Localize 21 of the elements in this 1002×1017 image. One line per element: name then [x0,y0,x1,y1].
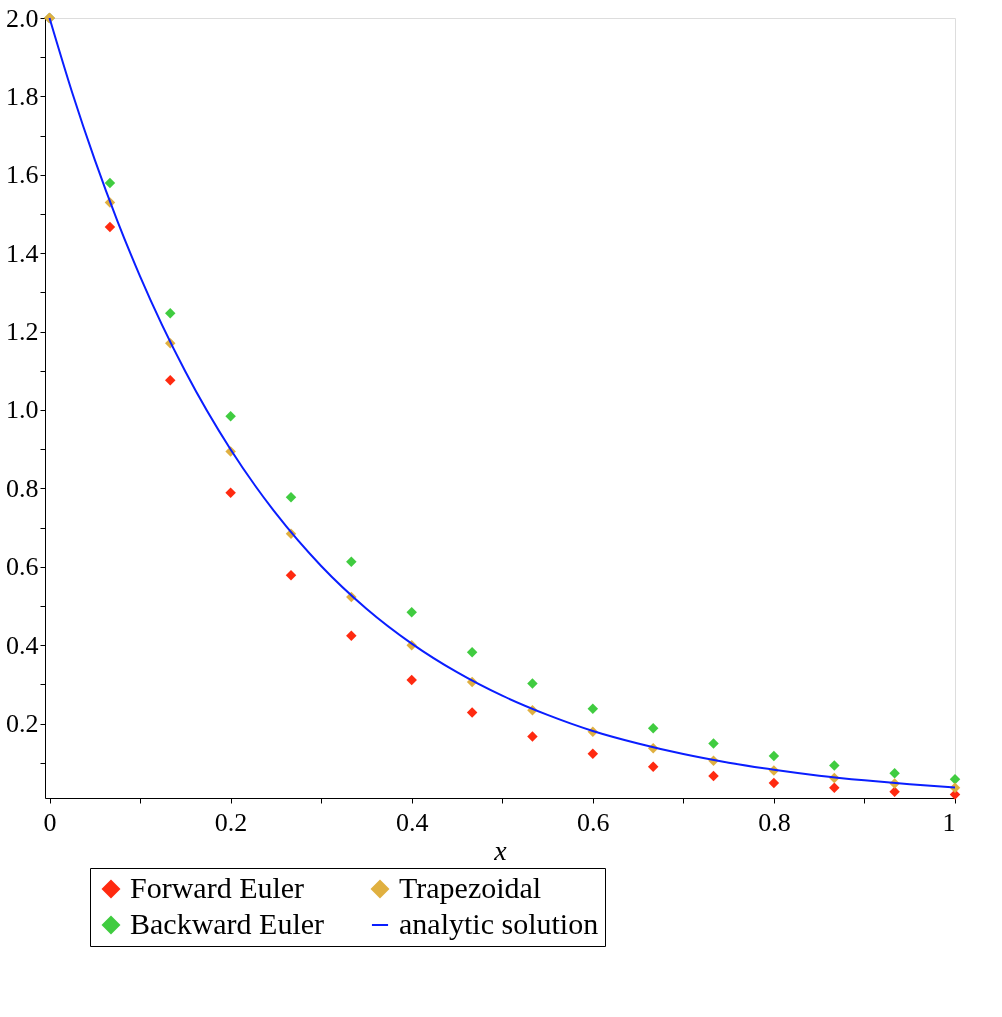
x-tick-label: 1 [942,807,956,837]
y-tick-label: 1.2 [6,317,39,347]
y-tick-label: 2.0 [6,3,39,33]
y-tick-label: 1.4 [6,238,39,268]
x-axis-title: x [493,834,508,866]
y-tick-label: 0.8 [6,473,39,503]
y-tick-label: 1.0 [6,395,39,425]
y-tick-label: 0.6 [6,552,39,582]
x-tick-label: 0.8 [758,807,791,837]
y-tick-label: 1.8 [6,81,39,111]
legend-label: Forward Euler [130,871,305,904]
y-tick-label: 1.6 [6,160,39,190]
x-tick-label: 0.6 [577,807,610,837]
legend-label: analytic solution [399,907,599,940]
x-tick-label: 0 [43,807,57,837]
x-tick-label: 0.2 [214,807,248,837]
y-tick-label: 0.2 [6,709,39,739]
x-tick-label: 0.4 [395,807,429,837]
y-tick-label: 0.4 [6,630,39,660]
legend-label: Trapezoidal [399,871,542,904]
legend-label: Backward Euler [130,907,325,940]
